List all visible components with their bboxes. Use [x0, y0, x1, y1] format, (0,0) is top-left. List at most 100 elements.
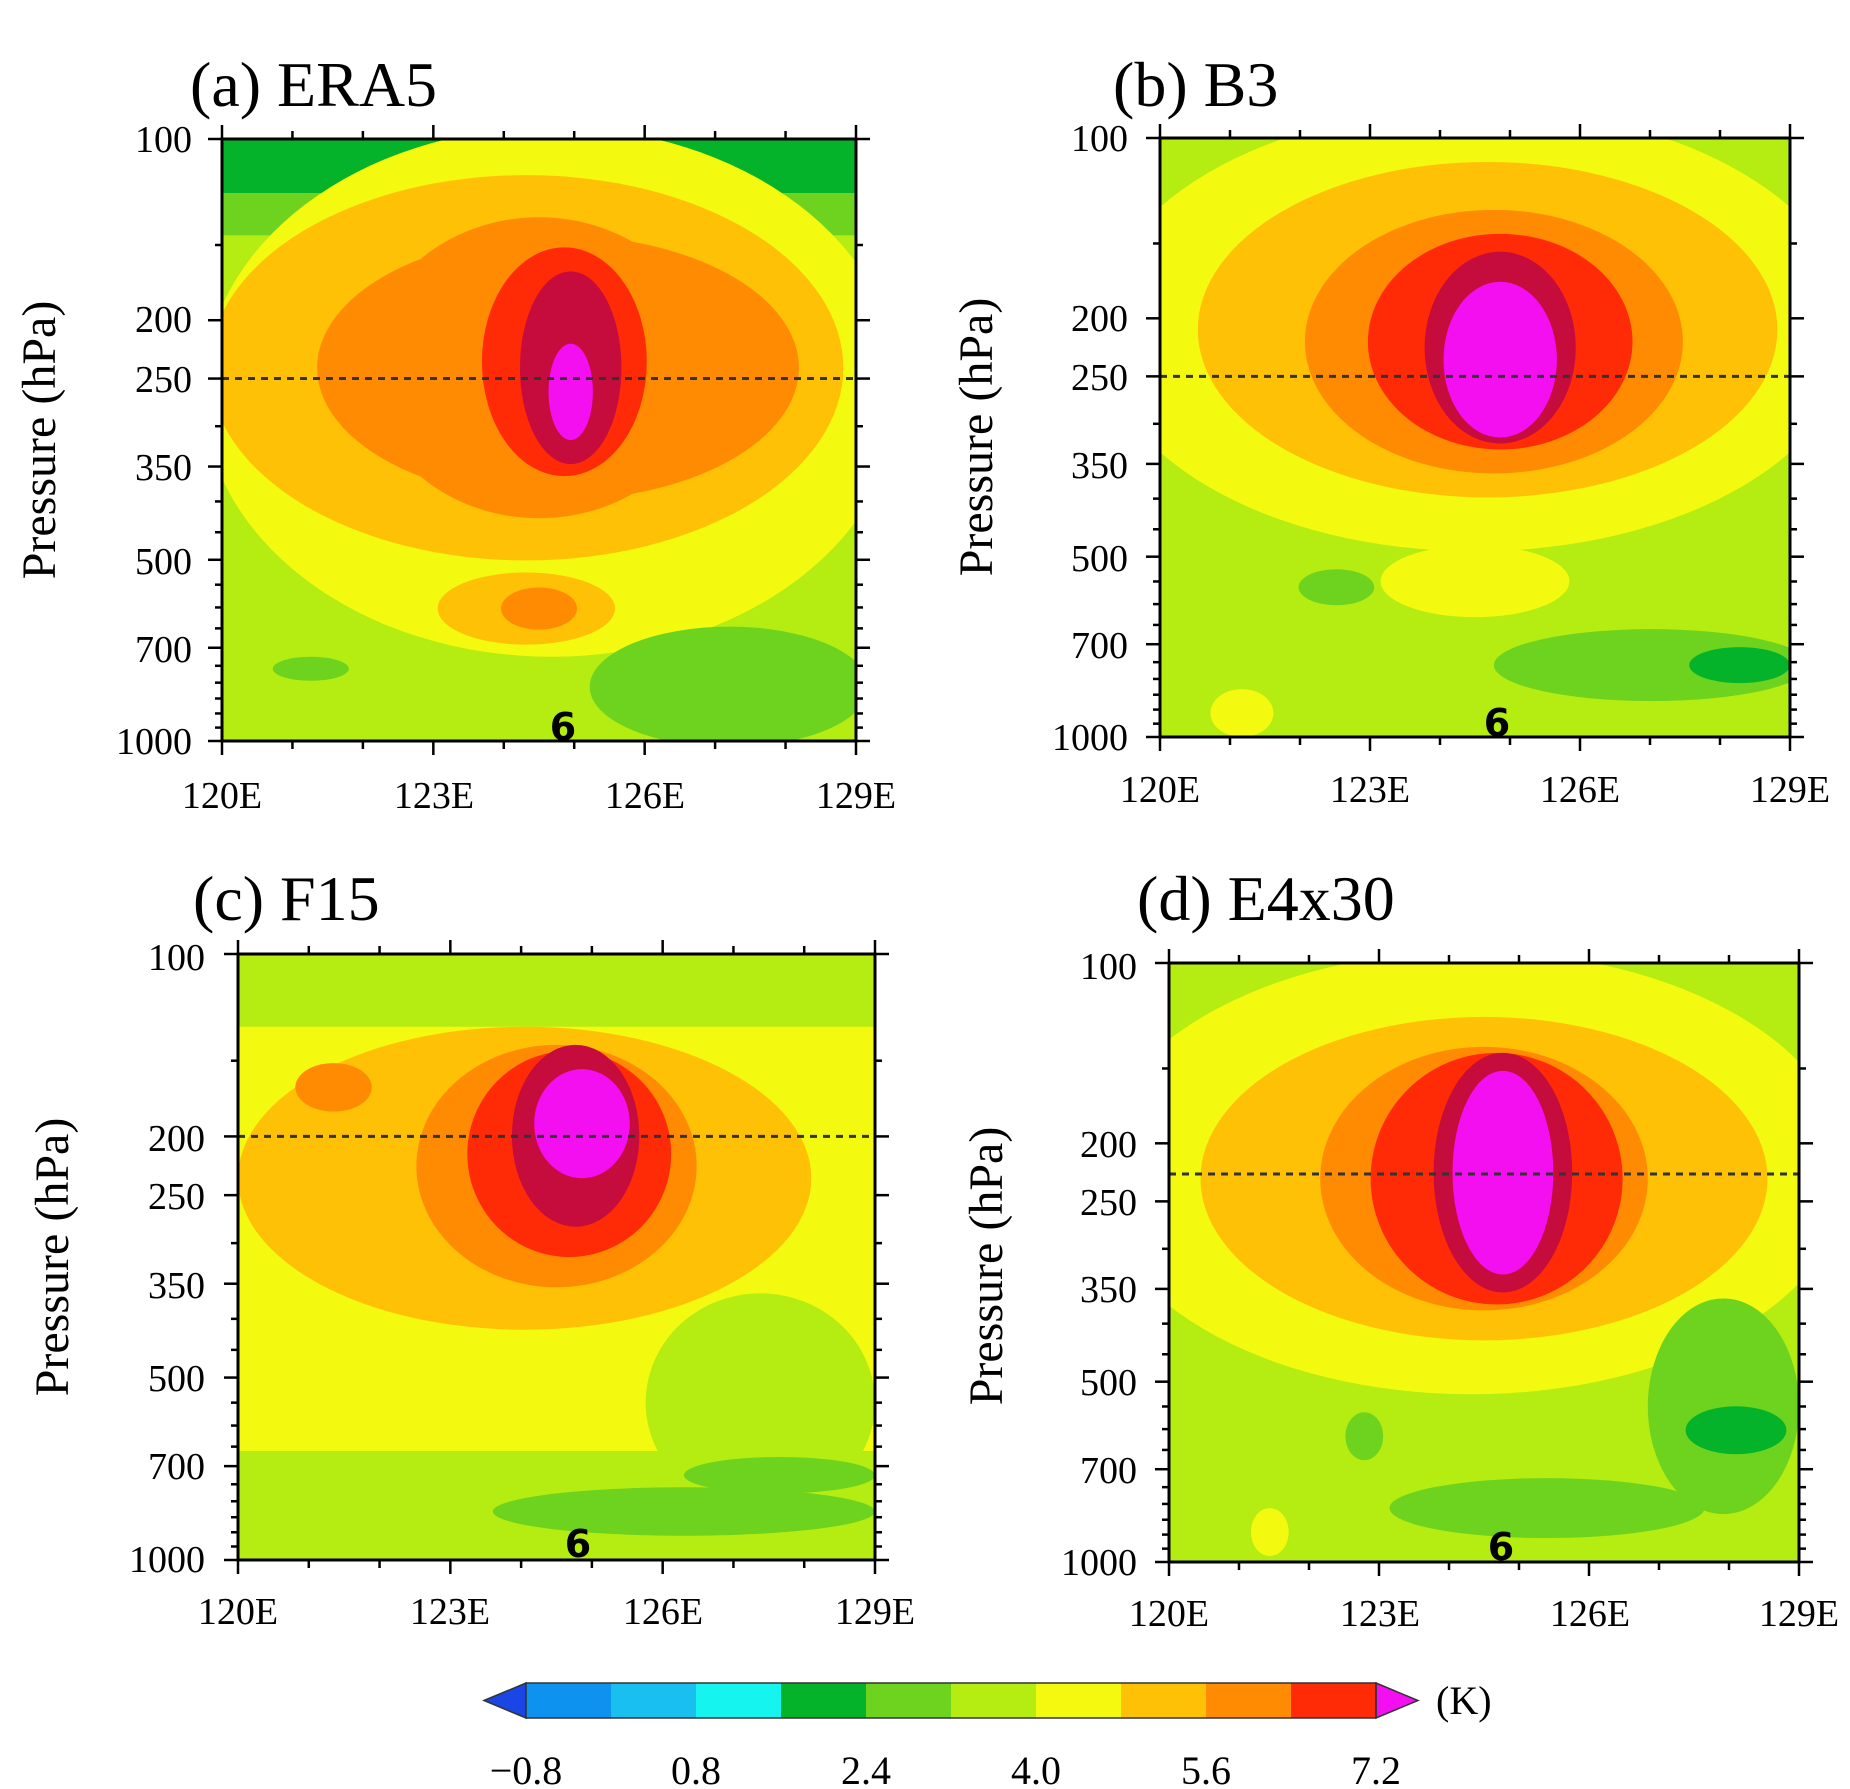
colorbar-box [951, 1683, 1036, 1718]
colorbar-tick-neg0.8: −0.8 [490, 1748, 563, 1789]
panel-d-frame [1167, 961, 1801, 1564]
panel-d-contour-region [1452, 1070, 1554, 1275]
panel-a-xtick-129E: 129E [816, 775, 896, 817]
panel-c-contour-region [683, 1456, 875, 1494]
panel-d-xtick-129E: 129E [1759, 1593, 1839, 1635]
panel-c-marker-label: 6 [565, 1522, 591, 1566]
panel-c-contour-region [534, 1069, 630, 1179]
panel-d-ytick-350: 350 [1080, 1269, 1137, 1311]
panel-b-xtick-129E: 129E [1750, 769, 1830, 811]
panel-b-ytick-100: 100 [1071, 118, 1128, 160]
colorbar-upper-triangle [1375, 1681, 1420, 1720]
colorbar-boxes [482, 1681, 1420, 1720]
panel-a-frame [220, 137, 858, 743]
panel-c-contour-region [492, 1487, 875, 1536]
colorbar-box [611, 1683, 696, 1718]
panel-a-marker-label: 6 [550, 705, 576, 749]
panel-a-xtick-120E: 120E [182, 775, 262, 817]
panel-d-xtick-126E: 126E [1550, 1593, 1630, 1635]
colorbar-lower-triangle [482, 1681, 527, 1720]
colorbar-tick-7.2: 7.2 [1351, 1748, 1401, 1789]
panel-d-ylabel: Pressure (hPa) [960, 1127, 1013, 1406]
panel-c-xtick-120E: 120E [198, 1591, 278, 1633]
colorbar-tick-4.0: 4.0 [1011, 1748, 1061, 1789]
panel-a-contour-region [272, 656, 349, 681]
panel-c-axes: 100 200 250 350 500 700 1000 120E 123E 1… [129, 937, 915, 1633]
panel-a-contour-field [222, 139, 856, 741]
colorbar-box [1036, 1683, 1121, 1718]
colorbar-box [1291, 1683, 1376, 1718]
colorbar-tick-5.6: 5.6 [1181, 1748, 1231, 1789]
panel-d-contour-region [1685, 1406, 1787, 1455]
panel-b-axes: 100 200 250 350 500 700 1000 120E 123E 1… [1052, 118, 1830, 811]
panel-c-xtick-129E: 129E [835, 1591, 915, 1633]
panel-c-frame [236, 952, 877, 1562]
panel-d-ytick-500: 500 [1080, 1362, 1137, 1404]
panel-a-ytick-100: 100 [135, 119, 192, 161]
colorbar-tick-0.8: 0.8 [671, 1748, 721, 1789]
panel-b-frame [1158, 136, 1792, 739]
panel-b-contour-region [1210, 689, 1274, 737]
panel-a-ytick-1000: 1000 [116, 721, 192, 763]
panel-c-ytick-250: 250 [148, 1176, 205, 1218]
colorbar-box [781, 1683, 866, 1718]
panel-a-ytick-200: 200 [135, 299, 192, 341]
colorbar-tick-2.4: 2.4 [841, 1748, 891, 1789]
panel-c-contour-region [295, 1063, 372, 1112]
panel-a-ytick-500: 500 [135, 541, 192, 583]
panel-a-contour-region [589, 626, 856, 741]
panel-d-xtick-123E: 123E [1340, 1593, 1420, 1635]
panel-b-contour-field [1160, 138, 1790, 737]
panel-b-contour-region [1298, 569, 1375, 606]
panel-c-title: (c) F15 [193, 863, 380, 934]
panel-c-ytick-1000: 1000 [129, 1539, 205, 1581]
panel-d-ytick-1000: 1000 [1061, 1542, 1137, 1584]
panel-a-xtick-123E: 123E [394, 775, 474, 817]
panel-d: (d) E4x30 Pressure (hPa) 100 200 250 350… [960, 863, 1839, 1635]
colorbar: (K) −0.8 0.8 2.4 4.0 5.6 7.2 [482, 1678, 1492, 1789]
panel-b-marker-label: 6 [1484, 701, 1510, 745]
panel-c-xtick-123E: 123E [410, 1591, 490, 1633]
colorbar-box [696, 1683, 781, 1718]
panel-c-contour-region [645, 1293, 875, 1512]
panel-d-ytick-250: 250 [1080, 1182, 1137, 1224]
panel-a-ytick-350: 350 [135, 447, 192, 489]
panel-d-contour-region [1389, 1478, 1705, 1539]
panel-b-contour-region [1443, 281, 1557, 438]
panel-d-title: (d) E4x30 [1137, 863, 1395, 934]
panel-c-xtick-126E: 126E [623, 1591, 703, 1633]
panel-b-ytick-1000: 1000 [1052, 717, 1128, 759]
panel-c-ytick-500: 500 [148, 1358, 205, 1400]
panel-b-contour-region [1493, 629, 1790, 702]
panel-d-xtick-120E: 120E [1129, 1593, 1209, 1635]
panel-c-ytick-200: 200 [148, 1118, 205, 1160]
panel-c-contour-field [238, 954, 875, 1560]
panel-a-contour-region [500, 587, 578, 630]
panel-a: (a) ERA5 Pressure (hPa) 100 200 250 350 … [13, 49, 896, 817]
panel-c-ytick-100: 100 [148, 937, 205, 979]
colorbar-box [1206, 1683, 1291, 1718]
colorbar-unit-label: (K) [1436, 1678, 1492, 1723]
panel-b: (b) B3 Pressure (hPa) 100 200 250 350 50… [950, 49, 1830, 811]
panel-d-contour-region [1647, 1298, 1799, 1515]
panel-c-ytick-350: 350 [148, 1265, 205, 1307]
colorbar-box [1121, 1683, 1206, 1718]
panel-d-marker-label: 6 [1488, 1525, 1514, 1569]
panel-b-xtick-126E: 126E [1540, 769, 1620, 811]
panel-a-ytick-250: 250 [135, 359, 192, 401]
panel-d-ytick-700: 700 [1080, 1450, 1137, 1492]
panel-a-contour-region [548, 343, 593, 440]
panel-b-ylabel: Pressure (hPa) [950, 298, 1003, 577]
panel-b-xtick-123E: 123E [1330, 769, 1410, 811]
panel-b-ytick-200: 200 [1071, 298, 1128, 340]
panel-a-ytick-700: 700 [135, 629, 192, 671]
panel-d-ytick-200: 200 [1080, 1124, 1137, 1166]
colorbar-box [526, 1683, 611, 1718]
panel-d-contour-field [1169, 963, 1799, 1562]
panel-d-ytick-100: 100 [1080, 946, 1137, 988]
panel-b-ytick-700: 700 [1071, 625, 1128, 667]
panel-b-ytick-350: 350 [1071, 445, 1128, 487]
panel-c: (c) F15 Pressure (hPa) 100 200 250 350 5… [26, 863, 915, 1633]
panel-b-title: (b) B3 [1113, 49, 1278, 120]
panel-d-contour-region [1345, 1412, 1384, 1461]
